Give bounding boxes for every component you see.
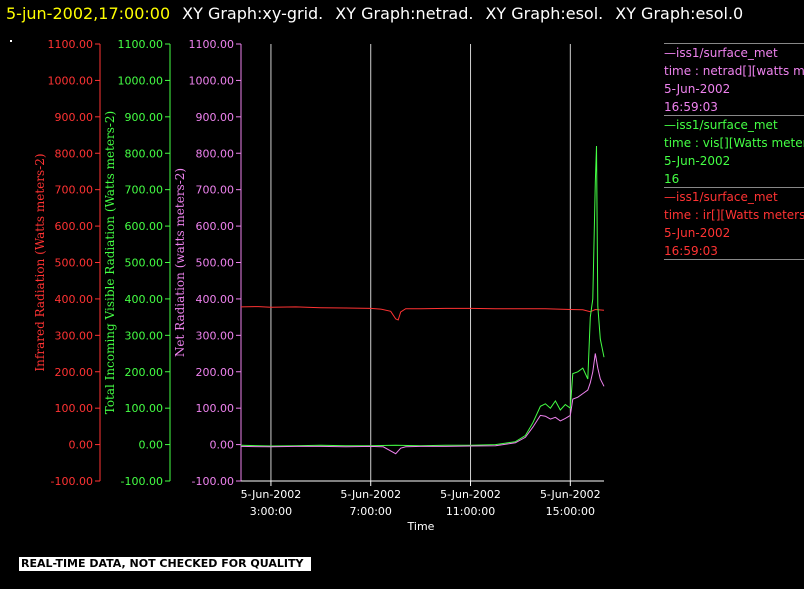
y-tick-label-vis: 1100.00 <box>118 38 164 51</box>
y-tick-label-vis: 100.00 <box>125 402 164 415</box>
y-tick-label-net: 100.00 <box>196 402 235 415</box>
y-tick-label-ir: 900.00 <box>55 111 94 124</box>
y-tick-label-ir: 0.00 <box>69 439 94 452</box>
y-tick-label-vis: 400.00 <box>125 293 164 306</box>
y-tick-label-vis: 600.00 <box>125 220 164 233</box>
series-line-ir <box>240 306 605 321</box>
legend-line: 5-Jun-2002 <box>664 154 731 168</box>
y-tick-label-ir: 600.00 <box>55 220 94 233</box>
legend-line: —iss1/surface_met <box>664 190 778 204</box>
legend-line: —iss1/surface_met <box>664 118 778 132</box>
x-tick-date: 5-Jun-2002 <box>540 488 601 501</box>
quality-note: REAL-TIME DATA, NOT CHECKED FOR QUALITY <box>19 557 311 571</box>
y-tick-label-ir: -100.00 <box>51 475 93 488</box>
y-tick-label-net: 300.00 <box>196 329 235 342</box>
y-tick-label-vis: 700.00 <box>125 184 164 197</box>
y-tick-label-vis: 500.00 <box>125 257 164 270</box>
y-tick-label-ir: 500.00 <box>55 257 94 270</box>
y-tick-label-ir: 800.00 <box>55 147 94 160</box>
legend-line: —iss1/surface_met <box>664 46 778 60</box>
y-axis-label-vis: Total Incoming Visible Radiation (Watts … <box>103 111 117 415</box>
legend-line: time : vis[][Watts meters-2] <box>664 136 804 150</box>
y-tick-label-vis: -100.00 <box>121 475 163 488</box>
y-tick-label-vis: 300.00 <box>125 329 164 342</box>
legend-line: time : ir[][Watts meters-2] <box>664 208 804 222</box>
title-bar: 5-jun-2002,17:00:00 XY Graph:xy-grid. XY G… <box>0 0 804 28</box>
series-line-vis <box>240 145 605 447</box>
legend-line: 5-Jun-2002 <box>664 82 731 96</box>
x-tick-time: 7:00:00 <box>350 505 392 518</box>
legend-line: time : netrad[][watts meters-2] <box>664 64 804 78</box>
x-axis-label: Time <box>407 520 435 533</box>
title-graph-xy-grid: XY Graph:xy-grid. <box>182 4 324 23</box>
y-tick-label-net: 800.00 <box>196 147 235 160</box>
y-axis-label-net: Net Radiation (watts meters-2) <box>173 168 187 357</box>
legend-line: 16:59:03 <box>664 100 718 114</box>
y-tick-label-net: 400.00 <box>196 293 235 306</box>
y-tick-label-net: 200.00 <box>196 366 235 379</box>
y-tick-label-ir: 200.00 <box>55 366 94 379</box>
y-tick-label-ir: 400.00 <box>55 293 94 306</box>
title-graph-netrad: XY Graph:netrad. <box>335 4 474 23</box>
y-tick-label-net: 500.00 <box>196 257 235 270</box>
y-tick-label-ir: 1000.00 <box>48 74 94 87</box>
legend-divider <box>664 187 804 188</box>
legend-line: 5-Jun-2002 <box>664 226 731 240</box>
legend-divider <box>664 43 804 44</box>
y-tick-label-net: 900.00 <box>196 111 235 124</box>
x-tick-time: 15:00:00 <box>546 505 595 518</box>
marker-dot <box>10 40 12 42</box>
x-tick-date: 5-Jun-2002 <box>340 488 401 501</box>
x-tick-time: 3:00:00 <box>250 505 292 518</box>
y-tick-label-ir: 700.00 <box>55 184 94 197</box>
title-graph-esol0: XY Graph:esol.0 <box>615 4 744 23</box>
title-datetime: 5-jun-2002,17:00:00 <box>6 4 171 23</box>
y-tick-label-vis: 800.00 <box>125 147 164 160</box>
y-tick-label-ir: 100.00 <box>55 402 94 415</box>
series-line-net <box>240 353 605 455</box>
y-tick-label-net: 700.00 <box>196 184 235 197</box>
legend-divider <box>664 259 804 260</box>
legend-divider <box>664 115 804 116</box>
legend-line: 16:59:03 <box>664 244 718 258</box>
y-tick-label-ir: 1100.00 <box>48 38 94 51</box>
y-tick-label-net: 1000.00 <box>189 74 235 87</box>
title-graph-esol: XY Graph:esol. <box>485 4 604 23</box>
legend-line: 16 <box>664 172 680 186</box>
y-tick-label-net: 1100.00 <box>189 38 235 51</box>
y-tick-label-ir: 300.00 <box>55 329 94 342</box>
x-tick-date: 5-Jun-2002 <box>241 488 302 501</box>
y-tick-label-vis: 200.00 <box>125 366 164 379</box>
y-axis-label-ir: Infrared Radiation (Watts meters-2) <box>33 153 47 371</box>
y-tick-label-net: 600.00 <box>196 220 235 233</box>
y-tick-label-vis: 1000.00 <box>118 74 164 87</box>
y-tick-label-net: 0.00 <box>210 439 235 452</box>
y-tick-label-vis: 900.00 <box>125 111 164 124</box>
y-tick-label-vis: 0.00 <box>139 439 164 452</box>
x-tick-time: 11:00:00 <box>446 505 495 518</box>
y-tick-label-net: -100.00 <box>192 475 234 488</box>
x-tick-date: 5-Jun-2002 <box>440 488 501 501</box>
